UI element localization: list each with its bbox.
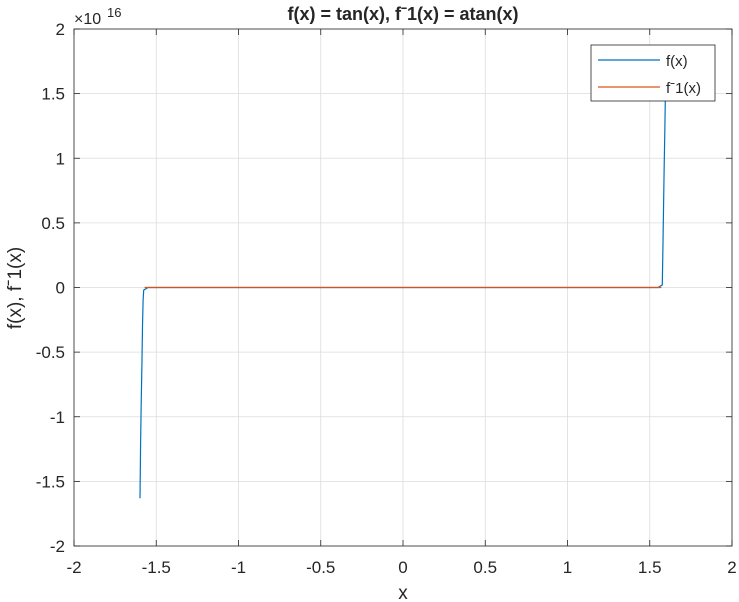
y-tick-label: -2 [50, 537, 65, 556]
y-tick-label: -1 [50, 408, 65, 427]
x-tick-label: 2 [727, 558, 736, 577]
y-tick-label: 0.5 [41, 214, 65, 233]
x-tick-label: 0 [398, 558, 407, 577]
x-tick-label: 1.5 [638, 558, 662, 577]
x-tick-label: 0.5 [473, 558, 497, 577]
x-tick-labels: -2 -1.5 -1 -0.5 0 0.5 1 1.5 2 [66, 558, 736, 577]
y-tick-labels: -2 -1.5 -1 -0.5 0 0.5 1 1.5 2 [36, 20, 65, 556]
tick-marks [73, 28, 733, 547]
y-exponent-value: 16 [107, 5, 121, 20]
legend-box [590, 44, 716, 102]
x-tick-label: -1.5 [142, 558, 171, 577]
chart-title: f(x) = tan(x), fˉ1(x) = atan(x) [287, 4, 518, 24]
y-tick-label: 1 [56, 149, 65, 168]
x-tick-label: 1 [563, 558, 572, 577]
y-axis-label: f(x), fˉ1(x) [5, 247, 26, 329]
legend-label-f: f(x) [666, 53, 688, 70]
y-tick-label: 0 [56, 279, 65, 298]
x-tick-label: -0.5 [306, 558, 335, 577]
legend[interactable]: f(x) fˉ1(x) [590, 44, 716, 102]
x-axis-label: x [398, 583, 408, 602]
y-tick-label: -0.5 [36, 343, 65, 362]
series-lines [139, 80, 667, 499]
x-tick-label: -2 [66, 558, 81, 577]
y-tick-label: 1.5 [41, 85, 65, 104]
x-tick-label: -1 [231, 558, 246, 577]
legend-label-finv: fˉ1(x) [666, 80, 701, 97]
y-tick-label: -1.5 [36, 472, 65, 491]
y-tick-label: 2 [56, 20, 65, 39]
y-exponent-base: ×10 [74, 11, 101, 28]
